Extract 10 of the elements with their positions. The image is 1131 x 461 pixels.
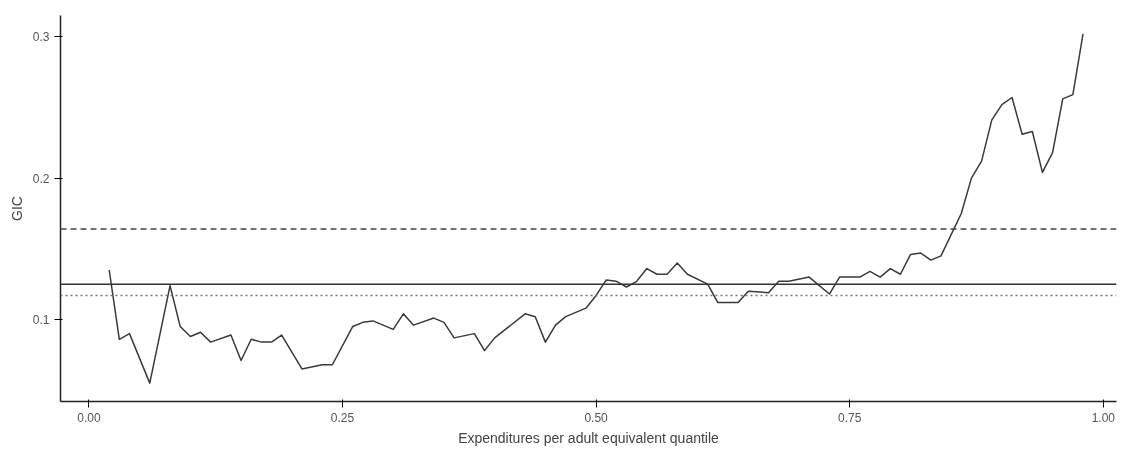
y-axis-title: GIC bbox=[8, 196, 25, 221]
x-tick-label: 0.25 bbox=[330, 410, 355, 425]
y-tick-label: 0.3 bbox=[32, 30, 50, 45]
x-tick-label: 0.50 bbox=[584, 410, 609, 425]
x-tick-label: 0.75 bbox=[838, 410, 862, 425]
x-axis-title: Expenditures per adult equivalent quantile bbox=[458, 429, 720, 446]
x-tick-label: 1.00 bbox=[1091, 410, 1116, 425]
y-tick-label: 0.1 bbox=[32, 312, 50, 327]
y-tick-label: 0.2 bbox=[32, 171, 50, 186]
x-tick-label: 0.00 bbox=[77, 410, 101, 425]
